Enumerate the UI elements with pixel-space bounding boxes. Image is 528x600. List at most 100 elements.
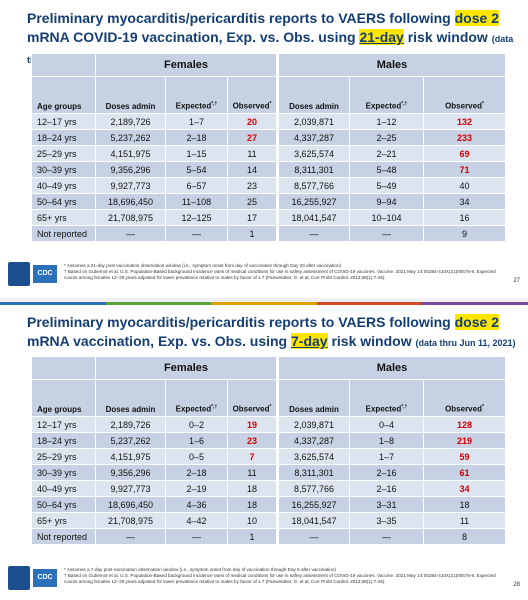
male-observed-cell: 132 (423, 113, 506, 130)
male-doses-cell: 8,577,766 (276, 177, 350, 194)
males-header: Males (276, 356, 506, 380)
male-observed-cell: 219 (423, 432, 506, 449)
female-doses-cell: 18,696,450 (95, 193, 166, 210)
females-header: Females (95, 356, 278, 380)
expected-header: Expected*,† (165, 379, 228, 417)
slide-footer: CDC * Assumes a 21-day post-vaccination … (0, 258, 528, 288)
female-observed-cell: 11 (227, 145, 278, 162)
table-row: 65+ yrs 21,708,975 4–42 10 18,041,547 3–35 11 (31, 512, 506, 529)
male-expected-cell: — (349, 225, 424, 242)
age-cell: 12–17 yrs (31, 113, 96, 130)
female-observed-cell: 11 (227, 464, 278, 481)
female-observed-cell: 27 (227, 129, 278, 146)
observed-header: Observed* (423, 379, 506, 417)
male-doses-cell: 3,625,574 (276, 145, 350, 162)
male-expected-cell: 5–49 (349, 177, 424, 194)
male-expected-cell: 2–25 (349, 129, 424, 146)
female-observed-cell: 10 (227, 512, 278, 529)
observed-header: Observed* (423, 76, 506, 114)
table-row: 40–49 yrs 9,927,773 6–57 23 8,577,766 5–49 40 (31, 177, 506, 194)
hhs-eagle-icon (8, 566, 30, 590)
female-expected-cell: 1–6 (165, 432, 228, 449)
cdc-logo-icon: CDC (33, 265, 57, 283)
female-expected-cell: 12–125 (165, 209, 228, 226)
dose-highlight: dose 2 (454, 10, 499, 26)
footnote: * Assumes a 7-day post-vaccination obser… (64, 567, 496, 584)
male-observed-cell: 34 (423, 480, 506, 497)
male-doses-cell: 3,625,574 (276, 448, 350, 465)
table-row: 30–39 yrs 9,356,296 2–18 11 8,311,301 2–16 61 (31, 464, 506, 481)
table-row: 12–17 yrs 2,189,726 0–2 19 2,039,871 0–4 128 (31, 416, 506, 433)
female-expected-cell: — (165, 528, 228, 545)
male-expected-cell: — (349, 528, 424, 545)
table-row: 18–24 yrs 5,237,262 2–18 27 4,337,287 2–25 233 (31, 129, 506, 146)
age-cell: 65+ yrs (31, 209, 96, 226)
male-observed-cell: 233 (423, 129, 506, 146)
cdc-logo-icon: CDC (33, 569, 57, 587)
age-groups-header: Age groups (31, 379, 96, 417)
female-doses-cell: 9,927,773 (95, 480, 166, 497)
female-doses-cell: 21,708,975 (95, 209, 166, 226)
table-row: 65+ yrs 21,708,975 12–125 17 18,041,547 10–10… (31, 209, 506, 226)
male-doses-cell: — (276, 528, 350, 545)
female-expected-cell: 11–108 (165, 193, 228, 210)
male-doses-cell: 18,041,547 (276, 512, 350, 529)
male-observed-cell: 16 (423, 209, 506, 226)
female-observed-cell: 1 (227, 225, 278, 242)
males-header: Males (276, 53, 506, 77)
female-doses-cell: 9,356,296 (95, 161, 166, 178)
male-doses-cell: 8,311,301 (276, 464, 350, 481)
female-expected-cell: 0–5 (165, 448, 228, 465)
male-expected-cell: 2–21 (349, 145, 424, 162)
male-doses-cell: 16,255,927 (276, 496, 350, 513)
female-expected-cell: 1–7 (165, 113, 228, 130)
female-observed-cell: 25 (227, 193, 278, 210)
data-table: Females Males Age groups Doses admin Expect… (31, 356, 506, 545)
doses-header: Doses admin (276, 76, 350, 114)
female-doses-cell: — (95, 225, 166, 242)
footnote: * Assumes a 21-day post-vaccination obse… (64, 263, 496, 280)
page-number: 28 (513, 582, 520, 588)
female-expected-cell: 6–57 (165, 177, 228, 194)
table-row: 18–24 yrs 5,237,262 1–6 23 4,337,287 1–8 219 (31, 432, 506, 449)
male-observed-cell: 11 (423, 512, 506, 529)
female-observed-cell: 18 (227, 496, 278, 513)
female-observed-cell: 20 (227, 113, 278, 130)
female-doses-cell: 9,356,296 (95, 464, 166, 481)
age-cell: 25–29 yrs (31, 448, 96, 465)
window-highlight: 7-day (291, 333, 328, 349)
age-cell: 40–49 yrs (31, 480, 96, 497)
expected-header: Expected*,† (165, 76, 228, 114)
male-expected-cell: 2–16 (349, 464, 424, 481)
male-doses-cell: 8,577,766 (276, 480, 350, 497)
hhs-eagle-icon (8, 262, 30, 286)
data-table: Females Males Age groups Doses admin Expect… (31, 53, 506, 242)
table-row: Not reported — —1— —9 (31, 225, 506, 242)
female-expected-cell: 5–54 (165, 161, 228, 178)
slide-title: Preliminary myocarditis/pericarditis rep… (27, 9, 517, 70)
age-cell: Not reported (31, 528, 96, 545)
male-observed-cell: 8 (423, 528, 506, 545)
female-expected-cell: 2–19 (165, 480, 228, 497)
slide-footer: CDC * Assumes a 7-day post-vaccination o… (0, 562, 528, 592)
female-observed-cell: 7 (227, 448, 278, 465)
female-doses-cell: 21,708,975 (95, 512, 166, 529)
male-doses-cell: 4,337,287 (276, 432, 350, 449)
age-cell: 40–49 yrs (31, 177, 96, 194)
female-doses-cell: 2,189,726 (95, 113, 166, 130)
male-observed-cell: 34 (423, 193, 506, 210)
age-cell: 12–17 yrs (31, 416, 96, 433)
female-observed-cell: 19 (227, 416, 278, 433)
male-observed-cell: 40 (423, 177, 506, 194)
slide-27: Preliminary myocarditis/pericarditis rep… (0, 0, 528, 298)
age-cell: 30–39 yrs (31, 161, 96, 178)
female-observed-cell: 23 (227, 432, 278, 449)
dose-highlight: dose 2 (454, 314, 499, 330)
table-row: 25–29 yrs 4,151,975 0–5 7 3,625,574 1–7 59 (31, 448, 506, 465)
age-cell: Not reported (31, 225, 96, 242)
female-expected-cell: 2–18 (165, 129, 228, 146)
male-expected-cell: 3–31 (349, 496, 424, 513)
female-doses-cell: 4,151,975 (95, 448, 166, 465)
table-row: 25–29 yrs 4,151,975 1–15 11 3,625,574 2–21 69 (31, 145, 506, 162)
female-doses-cell: 18,696,450 (95, 496, 166, 513)
